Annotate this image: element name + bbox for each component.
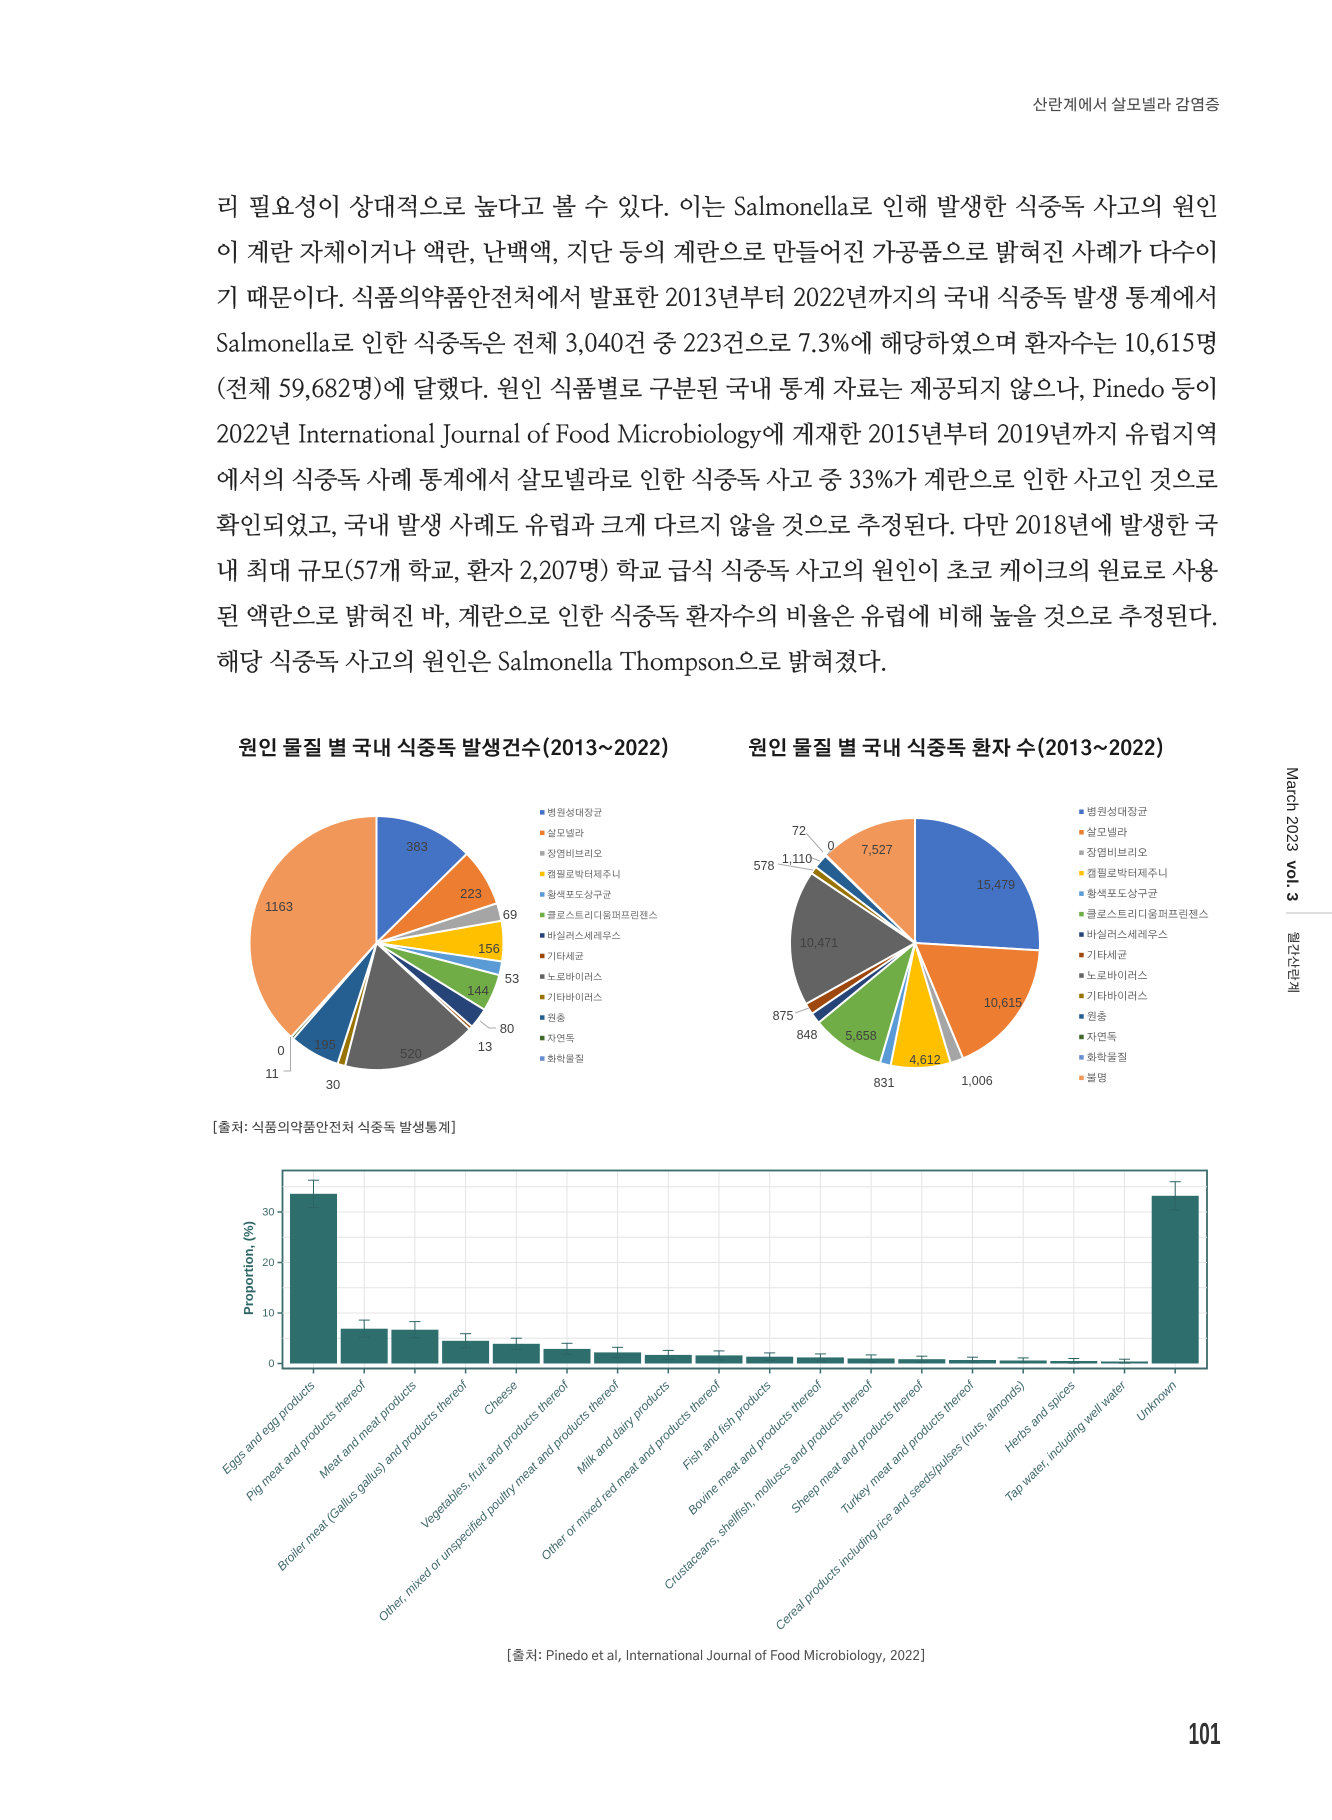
svg-text:20: 20 [262,1257,274,1269]
svg-text:Cereal products including rice: Cereal products including rice and seeds… [773,1378,1028,1633]
svg-text:Unknown: Unknown [1133,1378,1179,1424]
svg-text:Cheese: Cheese [481,1378,521,1418]
svg-text:53: 53 [505,971,519,986]
svg-text:Milk and dairy products: Milk and dairy products [574,1378,673,1477]
svg-text:Fish and fish products: Fish and fish products [680,1378,774,1472]
svg-text:875: 875 [773,1009,794,1023]
svg-text:0: 0 [828,839,835,853]
svg-text:0: 0 [268,1358,274,1370]
svg-text:Eggs and egg products: Eggs and egg products [219,1378,318,1477]
svg-text:11: 11 [265,1066,279,1081]
svg-text:Broiler meat (Gallus gallus) a: Broiler meat (Gallus gallus) and product… [274,1377,470,1573]
svg-text:1163: 1163 [265,899,293,914]
svg-text:0: 0 [277,1043,284,1058]
svg-text:144: 144 [467,983,489,998]
svg-text:520: 520 [400,1046,422,1061]
svg-text:Other or mixed red meat and pr: Other or mixed red meat and products the… [538,1377,724,1563]
svg-text:578: 578 [754,859,775,873]
svg-text:383: 383 [406,839,428,854]
svg-text:Other, mixed or unspecified po: Other, mixed or unspecified poultry meat… [376,1377,623,1624]
svg-text:195: 195 [314,1037,336,1052]
svg-text:156: 156 [478,941,500,956]
svg-text:69: 69 [503,907,517,922]
svg-text:Meat and meat products: Meat and meat products [316,1378,419,1481]
svg-text:10,615: 10,615 [984,996,1022,1010]
svg-text:101: 101 [1188,1718,1220,1752]
svg-text:March 2023 vol. 3: March 2023 vol. 3 [1283,767,1300,901]
svg-text:10: 10 [262,1308,274,1320]
svg-text:1,006: 1,006 [961,1074,992,1088]
svg-text:Proportion, (%): Proportion, (%) [241,1221,256,1315]
svg-text:30: 30 [326,1077,340,1092]
svg-text:13: 13 [478,1039,492,1054]
svg-text:7,527: 7,527 [861,843,892,857]
svg-text:4,612: 4,612 [909,1053,940,1067]
svg-text:223: 223 [460,886,482,901]
svg-text:80: 80 [500,1021,514,1036]
svg-text:848: 848 [797,1028,818,1042]
svg-text:30: 30 [262,1207,274,1219]
svg-text:831: 831 [874,1076,895,1090]
svg-text:15,479: 15,479 [977,878,1015,892]
svg-text:72: 72 [792,824,806,838]
svg-text:10,471: 10,471 [800,936,838,950]
svg-text:1,110: 1,110 [782,852,812,866]
svg-text:5,658: 5,658 [845,1029,876,1043]
